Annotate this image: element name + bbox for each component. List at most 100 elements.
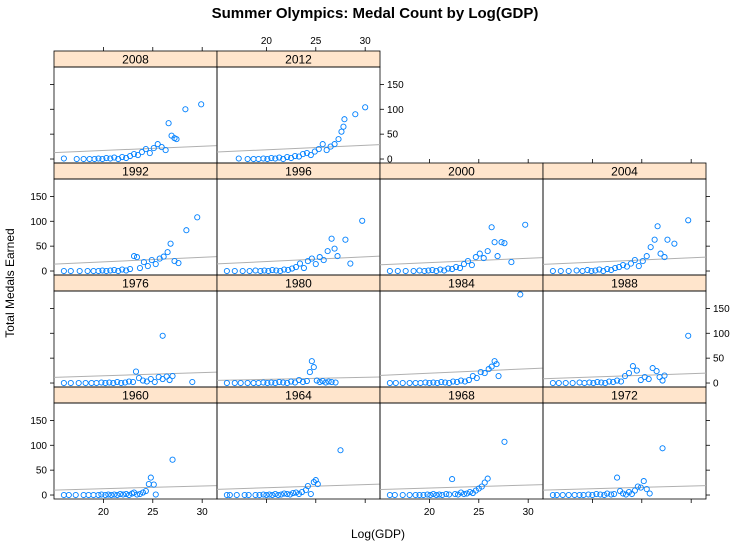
point-1980-16 [299, 378, 306, 386]
point-1976-1 [67, 379, 74, 387]
plot-area-2004 [542, 178, 707, 276]
point-1972-17 [619, 490, 627, 497]
point-2008-11 [119, 153, 126, 161]
point-1964-5 [252, 491, 259, 499]
x-tick-label: 25 [147, 507, 159, 518]
point-2012-0 [235, 155, 242, 162]
point-2000-19 [476, 250, 483, 257]
fit-line-2000 [380, 257, 543, 266]
fit-line-1964 [217, 483, 380, 490]
point-1976-11 [118, 379, 125, 387]
point-1996-23 [328, 235, 335, 242]
point-1968-7 [424, 491, 431, 498]
point-1988-10 [602, 379, 609, 387]
point-1976-13 [126, 378, 133, 385]
point-1968-14 [446, 491, 453, 498]
point-2008-8 [107, 155, 114, 162]
point-1964-17 [290, 489, 297, 497]
strip-label-1968: 1968 [448, 389, 475, 403]
point-2008-0 [60, 155, 67, 162]
chart-title: Summer Olympics: Medal Count by Log(GDP) [212, 5, 539, 22]
point-1972-7 [585, 491, 592, 498]
point-1964-15 [284, 490, 291, 498]
point-2000-13 [453, 263, 460, 271]
point-1992-14 [130, 253, 138, 260]
point-1992-11 [119, 266, 126, 273]
y-tick-label: 150 [387, 80, 404, 91]
x-tick-label: 25 [310, 36, 322, 47]
panel-1968: 1968 [379, 386, 544, 500]
point-2000-11 [445, 265, 452, 272]
point-2008-3 [86, 155, 93, 163]
point-1992-9 [111, 266, 118, 274]
y-tick-label: 50 [36, 242, 48, 253]
x-tick-label: 20 [98, 507, 110, 518]
point-2008-21 [158, 144, 165, 151]
point-2000-1 [394, 267, 401, 275]
point-1972-12 [604, 490, 611, 497]
strip-label-1996: 1996 [285, 165, 312, 179]
point-1988-19 [637, 376, 644, 384]
point-1972-20 [628, 490, 635, 498]
point-1984-4 [412, 379, 419, 387]
plot-area-1968 [379, 402, 544, 500]
y-tick-label: 50 [387, 130, 399, 141]
point-2000-7 [429, 266, 436, 274]
x-tick-label: 30 [523, 507, 535, 518]
point-1964-1 [226, 491, 233, 499]
point-2008-26 [173, 136, 180, 143]
fit-line-1988 [543, 372, 706, 380]
point-1992-8 [107, 267, 114, 274]
point-1992-22 [160, 253, 167, 260]
strip-label-1964: 1964 [285, 389, 312, 403]
point-1964-22 [304, 483, 311, 490]
point-1980-0 [223, 379, 230, 387]
point-1980-17 [303, 377, 310, 385]
point-1972-21 [631, 487, 638, 494]
point-1988-17 [629, 363, 636, 370]
x-tick-label: 30 [360, 36, 372, 47]
point-1976-14 [129, 378, 137, 386]
point-1960-24 [147, 474, 154, 481]
point-1988-21 [645, 375, 652, 383]
point-1976-9 [110, 379, 117, 387]
point-1972-9 [593, 490, 600, 498]
point-1968-19 [460, 490, 468, 498]
point-1960-23 [145, 481, 152, 488]
point-1964-14 [281, 490, 288, 497]
point-1984-3 [406, 379, 413, 387]
point-1992-3 [84, 267, 91, 275]
point-1996-18 [308, 255, 315, 262]
point-1976-24 [166, 376, 173, 384]
point-1968-18 [457, 489, 465, 496]
point-1968-3 [406, 491, 413, 499]
point-1980-27 [332, 379, 339, 386]
point-1968-12 [439, 491, 446, 499]
point-1992-12 [123, 267, 130, 274]
point-2012-10 [284, 153, 291, 161]
point-1996-14 [292, 263, 300, 271]
point-1964-3 [241, 491, 248, 499]
point-1980-13 [288, 378, 295, 385]
point-1972-8 [589, 491, 596, 499]
point-2012-23 [335, 136, 342, 143]
panel-1980: 1980 [216, 274, 381, 388]
point-2012-12 [291, 152, 299, 160]
point-1984-23 [488, 363, 495, 370]
y-tick-label: 100 [713, 329, 730, 340]
point-1968-13 [443, 490, 450, 498]
fit-line-1972 [543, 485, 706, 491]
point-2004-26 [664, 236, 671, 243]
point-2000-0 [386, 267, 393, 275]
point-2008-16 [138, 149, 145, 156]
point-1980-26 [328, 378, 335, 386]
point-2004-21 [647, 244, 654, 251]
point-1976-7 [102, 379, 109, 387]
point-2012-7 [272, 155, 279, 162]
point-2004-16 [627, 260, 634, 267]
panel-2008: 2008 [53, 50, 218, 164]
point-1976-17 [139, 377, 146, 384]
fit-line-1984 [380, 367, 543, 376]
point-1992-24 [167, 240, 174, 247]
